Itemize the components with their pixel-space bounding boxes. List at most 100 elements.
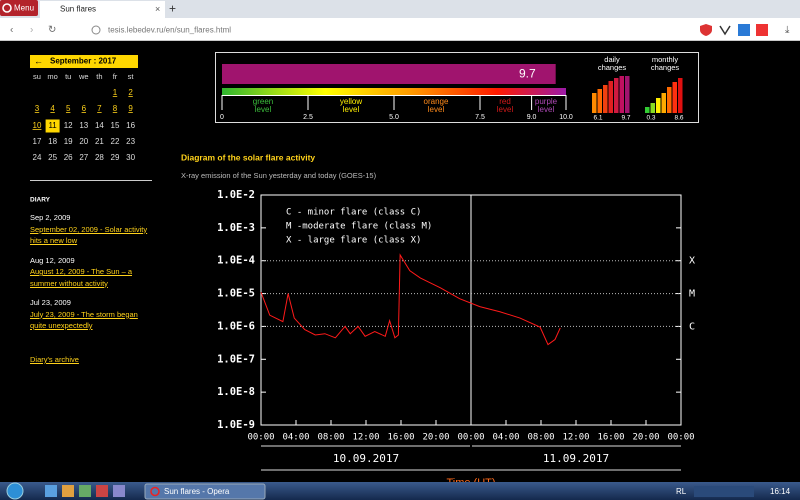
x-tick-label: 00:00 [667, 433, 694, 443]
day-link[interactable]: 9 [128, 104, 133, 113]
site-info[interactable] [91, 25, 101, 35]
day: 17 [33, 137, 42, 146]
window-title[interactable]: Sun flares - Opera [164, 487, 230, 496]
day-link[interactable]: 6 [82, 104, 87, 113]
x-tick-label: 04:00 [492, 433, 519, 443]
chart-subtitle: X-ray emission of the Sun yesterday and … [181, 171, 377, 180]
day: 29 [111, 153, 120, 162]
day-link[interactable]: 3 [35, 104, 40, 113]
changes-bar [656, 98, 661, 113]
level-label: C [689, 321, 695, 332]
x-tick-label: 12:00 [562, 433, 589, 443]
tray-icons[interactable] [694, 486, 754, 497]
calendar: ← September : 2017 su mo tu we th fr st1 23 4 5 6 7… [30, 55, 152, 204]
day: 25 [48, 153, 57, 162]
changes-bar [661, 93, 666, 113]
y-tick-label: 1.0E-8 [217, 386, 255, 398]
quick-launch[interactable] [113, 485, 125, 497]
day-link[interactable]: 1 [113, 88, 118, 97]
y-tick-label: 1.0E-9 [217, 419, 255, 431]
ext-icon-2[interactable] [756, 24, 768, 36]
day: 13 [79, 121, 88, 130]
x-tick-label: 00:00 [247, 433, 274, 443]
x-tick-label: 12:00 [352, 433, 379, 443]
day-link[interactable]: 4 [50, 104, 55, 113]
diary-archive[interactable]: Diary's archive [30, 355, 79, 364]
quick-launch[interactable] [45, 485, 57, 497]
level-label: green level [253, 97, 273, 114]
day: 18 [48, 137, 57, 146]
x-tick-label: 20:00 [632, 433, 659, 443]
day: 23 [126, 137, 135, 146]
day-link[interactable]: 8 [113, 104, 118, 113]
scale-tick-label: 9.0 [527, 114, 537, 121]
changes-bar [608, 81, 613, 113]
changes-bar [592, 93, 597, 113]
day: 12 [64, 121, 73, 130]
entry-link[interactable]: July 23, 2009 - The storm began quite un… [30, 309, 138, 331]
date-label: 11.09.2017 [543, 452, 609, 465]
entry-link[interactable]: September 02, 2009 - Solar activity hits… [30, 224, 148, 246]
address-bar [0, 18, 800, 41]
heart-icon[interactable] [719, 25, 731, 36]
tab-title[interactable]: Sun flares [60, 5, 96, 14]
back-button[interactable]: ‹ [10, 25, 13, 36]
language[interactable]: RL [676, 487, 687, 496]
diary-entry: Jul 23, 2009 July 23, 2009 - The storm be… [30, 297, 155, 332]
quick-launch[interactable] [79, 485, 91, 497]
menu-label[interactable]: Menu [14, 4, 34, 13]
day: 16 [126, 121, 135, 130]
scale-tick-label: 0 [220, 114, 224, 121]
scale-tick-label: 5.0 [389, 114, 399, 121]
calendar-header[interactable] [30, 55, 138, 68]
tab-close[interactable]: × [155, 4, 160, 14]
legend-note: M -moderate flare (class M) [286, 222, 432, 232]
day: 11 [48, 121, 57, 130]
forward-button[interactable]: › [30, 25, 33, 36]
day-link[interactable]: 7 [97, 104, 102, 113]
day-link[interactable]: 10 [33, 121, 42, 130]
x-tick-label: 16:00 [387, 433, 414, 443]
entry-date: Jul 23, 2009 [30, 298, 71, 307]
day-link[interactable]: 2 [128, 88, 133, 97]
level-label: red level [497, 97, 514, 114]
day: 30 [126, 153, 135, 162]
quick-launch[interactable] [62, 485, 74, 497]
day: 19 [64, 137, 73, 146]
prev-month[interactable]: ← [34, 56, 43, 66]
weekday: fr [113, 72, 118, 81]
day: 22 [111, 137, 120, 146]
index-value: 9.7 [519, 67, 536, 81]
legend-note: X - large flare (class X) [286, 236, 421, 246]
day: 21 [95, 137, 104, 146]
adblock-icon[interactable] [700, 24, 712, 36]
day: 15 [111, 121, 120, 130]
changes-bar [667, 87, 672, 113]
day: 27 [79, 153, 88, 162]
y-tick-label: 1.0E-3 [217, 222, 255, 234]
level-label: orange level [424, 97, 449, 114]
entry-date: Aug 12, 2009 [30, 255, 75, 265]
changes-max: 9.7 [621, 115, 630, 122]
day-link[interactable]: 5 [66, 104, 71, 113]
scale-tick-label: 10.0 [559, 114, 573, 121]
url[interactable]: tesis.lebedev.ru/en/sun_flares.html [108, 26, 231, 35]
index-bar [222, 64, 556, 84]
tab[interactable] [40, 1, 165, 18]
new-tab[interactable]: + [169, 2, 176, 16]
day: 28 [95, 153, 104, 162]
y-tick-label: 1.0E-5 [217, 288, 255, 300]
index-panel: 9.7 0 2.5 5.0 7.5 9.0 10.0 green level yellow leve… [215, 52, 699, 123]
x-tick-label: 08:00 [527, 433, 554, 443]
ext-icon[interactable] [738, 24, 750, 36]
level-label: yellow level [340, 97, 362, 114]
start-button[interactable] [6, 482, 24, 500]
entry-link[interactable]: August 12, 2009 - The Sun – a summer wit… [30, 267, 133, 288]
download-icon[interactable]: ⤓ [785, 25, 790, 36]
weekday: tu [65, 72, 71, 81]
changes-bar [672, 82, 677, 113]
window-button[interactable] [144, 483, 266, 500]
reload-button[interactable]: ↻ [48, 25, 56, 36]
quick-launch[interactable] [96, 485, 108, 497]
